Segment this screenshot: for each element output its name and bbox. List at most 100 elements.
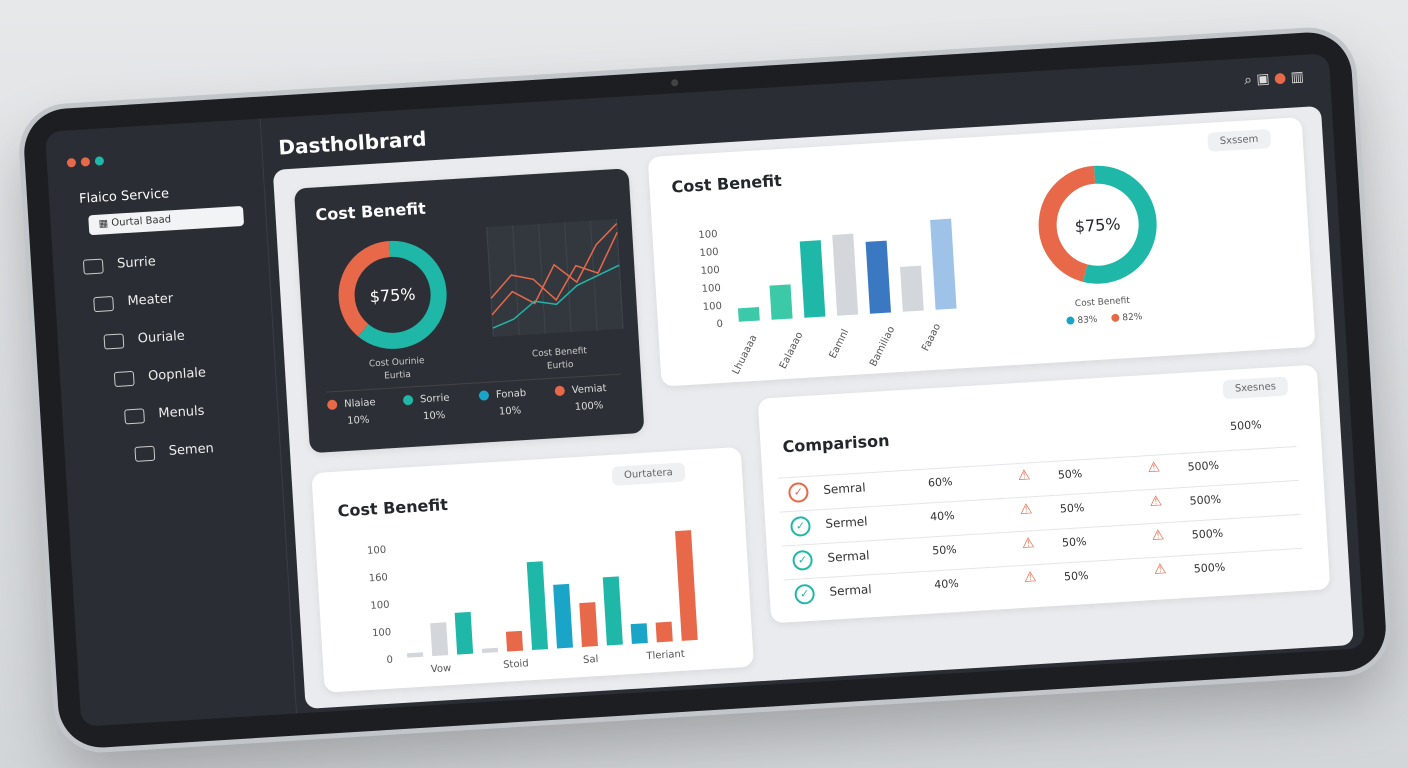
grid-line [563, 222, 572, 333]
dark-card: Cost Benefit $75% Cost Ourinie Eurtia Cost … [293, 168, 645, 454]
bar [865, 240, 891, 314]
legend-dot [403, 395, 414, 406]
donut-label: $75% [1074, 214, 1121, 236]
row-label: Semral [822, 480, 866, 497]
row-value: 500% [1187, 458, 1220, 474]
legend-value: 100% [574, 400, 603, 413]
bar [655, 621, 673, 643]
status-icon: ✓ [791, 549, 814, 571]
donut-segment [338, 240, 391, 337]
bar [505, 630, 524, 652]
row-value: 500% [1189, 492, 1222, 508]
camera [670, 79, 679, 87]
nav-icon [134, 445, 156, 462]
warning-icon: ⚠ [1147, 459, 1161, 477]
row-label: Sermal [827, 548, 870, 565]
nav-item[interactable]: Ouriale [137, 328, 186, 347]
x-tick-label: Vow [431, 663, 452, 675]
column-header: 500% [1229, 418, 1262, 433]
donut-segment [1082, 165, 1157, 284]
comparison-card: Comparison Sxesnes 500% ✓ Semral 60% ⚠ 50% ⚠ 5… [757, 364, 1331, 624]
y-tick-label: 100 [367, 545, 387, 557]
donut-caption: Cost Ourinie [369, 356, 426, 369]
line-series [490, 231, 618, 302]
warning-icon: ⚠ [1023, 569, 1038, 586]
row-value: 40% [933, 576, 960, 592]
donut-caption: Cost Benefit [1075, 296, 1131, 309]
legend-dot [554, 385, 565, 396]
row-label: Sermel [824, 514, 868, 531]
line-series [492, 264, 620, 329]
nav-item[interactable]: Oopnlale [147, 365, 207, 384]
divider [326, 373, 621, 393]
bar [430, 622, 449, 657]
warning-icon: ⚠ [1017, 467, 1031, 485]
bottom-card-charts: 100 160 100 100 0 Vow Stoid Sal Tleriant [367, 530, 698, 675]
legend-value: 10% [499, 405, 522, 417]
grid-line [589, 220, 598, 331]
y-tick-label: 0 [386, 655, 393, 666]
row-value: 50% [1059, 501, 1085, 516]
legend-name: Vemiat [571, 383, 606, 396]
legend-value: 10% [423, 410, 446, 422]
status-icon: ✓ [789, 515, 812, 538]
y-tick-label: 100 [698, 229, 718, 241]
legend-name: Nlaiae [344, 397, 376, 410]
row-value: 50% [931, 542, 958, 558]
nav-icon [82, 258, 104, 275]
brand: Flaico Service [78, 186, 170, 207]
tablet: ⌕ ▣ ● ▥ Dastholbrard Flaico Service ▦ Ou… [21, 29, 1389, 751]
nav-item[interactable]: Semen [168, 441, 215, 459]
screen: ⌕ ▣ ● ▥ Dastholbrard Flaico Service ▦ Ou… [45, 53, 1365, 727]
bar [602, 576, 623, 646]
nav-icon [113, 370, 135, 388]
bar [407, 652, 424, 658]
row-label: Sermal [829, 582, 873, 599]
x-tick-label: Eamnl [828, 328, 852, 361]
x-tick-label: Stoid [503, 658, 529, 671]
legend-value: 10% [347, 415, 370, 427]
row-value: 500% [1191, 526, 1224, 542]
nav-icon [103, 333, 125, 350]
bottom-card: Cost Benefit Ourtatera 100 160 100 100 0 Vow S… [311, 446, 754, 693]
legend-value: 83% [1077, 315, 1098, 326]
y-tick-label: 100 [699, 247, 719, 259]
legend-name: Sorrie [420, 393, 450, 406]
warning-icon: ⚠ [1153, 561, 1167, 578]
bar [454, 611, 474, 655]
row-value: 60% [927, 475, 953, 490]
x-tick-label: Tleriant [645, 649, 685, 662]
legend-dot [327, 399, 338, 410]
search-box[interactable]: ▦ Ourtal Baad [88, 205, 245, 236]
bar [579, 602, 598, 647]
y-tick-label: 100 [372, 627, 392, 639]
bar [526, 561, 549, 651]
bar [553, 583, 573, 649]
nav-item[interactable]: Menuls [157, 403, 205, 422]
bar [900, 265, 924, 312]
warning-icon: ⚠ [1151, 527, 1165, 544]
line-chart-bg [486, 219, 624, 337]
status-icon: ✓ [787, 481, 810, 504]
sidebar: Flaico Service ▦ Ourtal Baad Surrie Meate… [45, 118, 297, 727]
donut-label: $75% [369, 285, 416, 307]
donut-segment [1038, 165, 1096, 282]
warning-icon: ⚠ [1149, 493, 1163, 511]
grid-line [486, 226, 494, 337]
nav-item[interactable]: Meater [127, 291, 174, 310]
toolbar-icons[interactable]: ⌕ ▣ ● ▥ [1243, 68, 1305, 89]
y-tick-label: 100 [370, 600, 390, 612]
row-value: 50% [1063, 568, 1089, 584]
nav-item[interactable]: Surrie [116, 254, 157, 272]
legend-dot [1066, 316, 1075, 325]
row-value: 500% [1193, 560, 1226, 576]
bar [630, 623, 648, 644]
row-value: 50% [1057, 467, 1083, 482]
card-button[interactable]: Sxesnes [1222, 376, 1289, 400]
bar [799, 240, 826, 318]
page-title: Dastholbrard [277, 126, 428, 160]
bar [481, 647, 499, 654]
x-tick-label: Faaao [920, 322, 943, 353]
bar [737, 307, 760, 322]
warning-icon: ⚠ [1021, 535, 1036, 552]
